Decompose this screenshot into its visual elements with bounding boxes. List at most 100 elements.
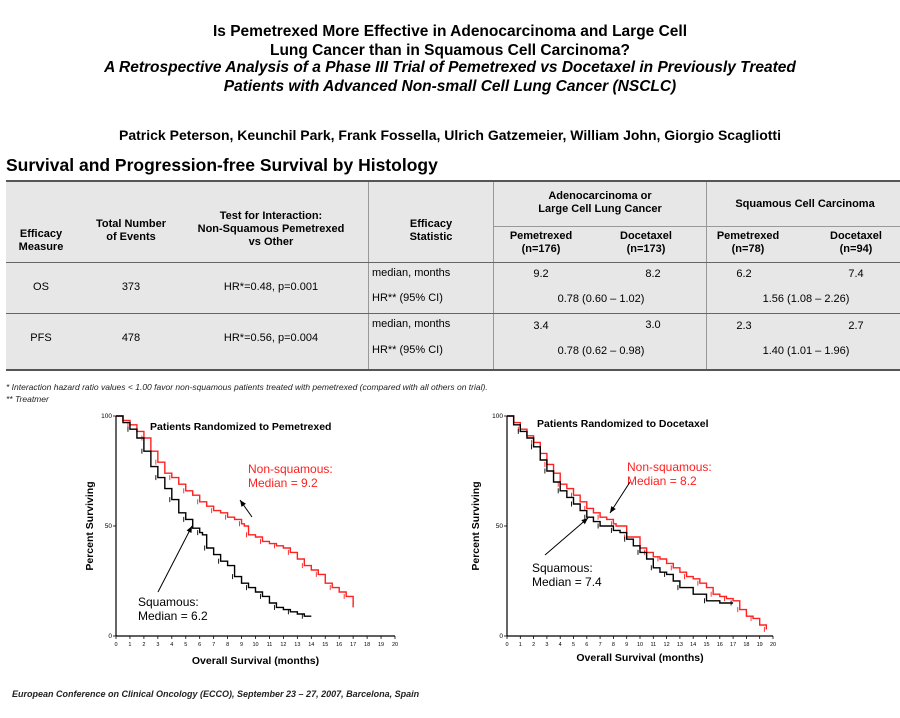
doc-annotation-arrowhead-1 (581, 518, 588, 525)
pfs-sq-pem: 2.3 (736, 320, 752, 332)
title-block-2: A Retrospective Analysis of a Phase III … (0, 58, 900, 96)
doc-series-line-0 (507, 415, 768, 630)
os-sq-pem: 6.2 (736, 268, 752, 280)
doc-x-tick-label: 19 (757, 642, 763, 648)
pem-x-tick-label: 14 (308, 642, 314, 648)
doc-x-tick-label: 3 (545, 642, 548, 648)
doc-annotation-1-line-0: Squamous: (532, 561, 593, 575)
pfs-stat-median: median, months (372, 318, 451, 330)
doc-series-line-1 (507, 415, 734, 604)
doc-x-tick-label: 11 (650, 642, 656, 648)
doc-annotation-arrow-1 (544, 517, 589, 556)
pfs-nonsq-hr: 0.78 (0.62 – 0.98) (557, 345, 645, 357)
pem-x-tick-label: 11 (267, 642, 273, 648)
pem-y-tick-label: 50 (105, 523, 113, 530)
os-sq-hr: 1.56 (1.08 – 2.26) (762, 293, 850, 305)
os-nonsq-doc: 8.2 (645, 268, 661, 280)
doc-x-tick-label: 8 (612, 642, 615, 648)
authors: Patrick Peterson, Keunchil Park, Frank F… (119, 127, 781, 143)
pem-x-tick-label: 5 (184, 642, 187, 648)
doc-x-tick-label: 5 (572, 642, 575, 648)
doc-annotation-arrowhead-0 (610, 506, 616, 513)
pem-y-axis-label: Percent Surviving (84, 481, 96, 570)
footnote-1: * Interaction hazard ratio values < 1.00… (6, 382, 488, 392)
doc-y-axis-label: Percent Surviving (470, 481, 482, 570)
pem-annotation-arrowhead-1 (186, 526, 192, 533)
pem-y-tick-label: 0 (108, 633, 112, 640)
pem-annotation-0-line-1: Median = 9.2 (248, 476, 318, 490)
os-nonsq-hr: 0.78 (0.60 – 1.02) (557, 293, 645, 305)
header-efficacy-measure: Efficacy Measure (18, 228, 64, 253)
doc-chart-title: Patients Randomized to Docetaxel (537, 418, 709, 430)
pfs-events: 478 (121, 332, 141, 344)
pem-x-tick-label: 7 (212, 642, 215, 648)
header-sq-pemetrexed: Pemetrexed (n=78) (716, 230, 780, 255)
header-interaction: Test for Interaction: Non-Squamous Pemetr… (197, 210, 345, 248)
pem-annotation-0-line-0: Non-squamous: (248, 462, 333, 476)
doc-x-tick-label: 14 (690, 642, 696, 648)
doc-x-tick-label: 16 (717, 642, 723, 648)
header-group-nonsquamous: Adenocarcinoma or Large Cell Lung Cancer (538, 190, 662, 215)
title-line-1: Is Pemetrexed More Effective in Adenocar… (212, 23, 688, 40)
os-measure: OS (33, 281, 49, 293)
pfs-measure: PFS (30, 332, 52, 344)
doc-x-tick-label: 20 (770, 642, 776, 648)
os-stat-hr: HR** (95% CI) (372, 292, 443, 304)
title-block-1: Is Pemetrexed More Effective in Adenocar… (0, 22, 900, 60)
pem-x-tick-label: 2 (142, 642, 145, 648)
pem-series-line-0 (116, 415, 354, 608)
pem-x-tick-label: 1 (128, 642, 131, 648)
pem-series-line-1 (116, 415, 312, 617)
doc-x-tick-label: 1 (519, 642, 522, 648)
title-line-2: Lung Cancer than in Squamous Cell Carcin… (270, 42, 630, 59)
doc-x-tick-label: 10 (637, 642, 643, 648)
pem-x-tick-label: 4 (170, 642, 173, 648)
pem-y-tick-label: 100 (101, 413, 112, 420)
doc-x-tick-label: 15 (703, 642, 709, 648)
doc-x-tick-label: 2 (532, 642, 535, 648)
doc-x-tick-label: 4 (559, 642, 562, 648)
doc-x-tick-label: 12 (664, 642, 670, 648)
pem-x-tick-label: 6 (198, 642, 201, 648)
pem-x-tick-label: 3 (156, 642, 159, 648)
os-interaction: HR*=0.48, p=0.001 (223, 281, 319, 293)
pem-x-tick-label: 19 (378, 642, 384, 648)
header-nonsq-docetaxel: Docetaxel (n=173) (620, 230, 672, 255)
doc-annotation-0-line-1: Median = 8.2 (627, 474, 697, 488)
pem-annotation-1-line-0: Squamous: (138, 595, 199, 609)
results-table: Efficacy Measure Total Number of Events Te… (6, 180, 900, 371)
pem-x-tick-label: 8 (226, 642, 229, 648)
pem-x-tick-label: 18 (364, 642, 370, 648)
pfs-stat-hr: HR** (95% CI) (372, 344, 443, 356)
pem-x-tick-label: 10 (252, 642, 258, 648)
footnote-2: ** Treatmer (6, 394, 49, 404)
doc-x-tick-label: 6 (585, 642, 588, 648)
pem-x-tick-label: 16 (336, 642, 342, 648)
header-total-events: Total Number of Events (95, 218, 167, 243)
os-nonsq-pem: 9.2 (533, 268, 549, 280)
header-group-squamous: Squamous Cell Carcinoma (735, 198, 875, 210)
pem-annotation-arrowhead-0 (240, 500, 246, 507)
pem-x-tick-label: 13 (294, 642, 300, 648)
pem-x-tick-label: 17 (350, 642, 356, 648)
pem-x-tick-label: 15 (322, 642, 328, 648)
doc-x-tick-label: 13 (677, 642, 683, 648)
doc-x-axis-label: Overall Survival (months) (576, 652, 703, 664)
doc-x-tick-label: 18 (743, 642, 749, 648)
pem-x-tick-label: 0 (114, 642, 117, 648)
section-title: Survival and Progression-free Survival b… (6, 155, 438, 175)
os-stat-median: median, months (372, 267, 451, 279)
pem-chart-title: Patients Randomized to Pemetrexed (150, 421, 331, 433)
title-line-3: A Retrospective Analysis of a Phase III … (104, 59, 796, 76)
header-sq-docetaxel: Docetaxel (n=94) (830, 230, 882, 255)
os-sq-doc: 7.4 (848, 268, 864, 280)
header-statistic: Efficacy Statistic (409, 218, 453, 243)
pem-annotation-1-line-1: Median = 6.2 (138, 609, 208, 623)
doc-x-tick-label: 17 (730, 642, 736, 648)
doc-annotation-0-line-0: Non-squamous: (627, 460, 712, 474)
header-nonsq-pemetrexed: Pemetrexed (n=176) (509, 230, 573, 255)
doc-x-tick-label: 7 (599, 642, 602, 648)
pfs-sq-doc: 2.7 (848, 320, 864, 332)
doc-y-tick-label: 50 (496, 523, 504, 530)
